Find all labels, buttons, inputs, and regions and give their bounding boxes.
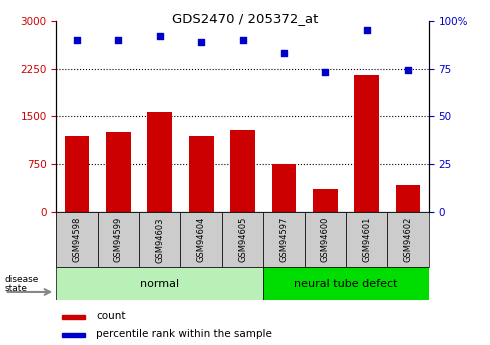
Point (363, 28, 370, 33)
Point (197, 39, 205, 45)
Bar (354, 75, 379, 212)
Text: GSM94605: GSM94605 (238, 217, 247, 263)
Text: disease: disease (4, 275, 39, 284)
Bar (222, 212, 263, 267)
Point (321, 70, 329, 75)
Text: count: count (96, 311, 126, 321)
Text: GSM94599: GSM94599 (114, 217, 123, 263)
Text: GSM94603: GSM94603 (155, 217, 164, 263)
Bar (313, 189, 338, 212)
Bar (271, 164, 296, 212)
Bar (98, 212, 139, 267)
Bar (395, 185, 420, 212)
Text: GSM94597: GSM94597 (279, 217, 289, 263)
Point (115, 37, 122, 43)
Bar (139, 212, 180, 267)
Bar (305, 212, 346, 267)
Bar (65, 136, 90, 212)
Bar (346, 212, 388, 267)
Bar (106, 132, 131, 212)
Point (280, 50, 288, 56)
Text: GSM94601: GSM94601 (362, 217, 371, 263)
Bar (230, 130, 255, 212)
Point (404, 68, 412, 73)
Text: GDS2470 / 205372_at: GDS2470 / 205372_at (172, 12, 318, 25)
Bar (56, 212, 98, 267)
Text: percentile rank within the sample: percentile rank within the sample (96, 329, 272, 339)
Point (156, 33, 164, 39)
Bar (147, 112, 172, 212)
Text: normal: normal (140, 279, 179, 289)
Point (73, 37, 81, 43)
Bar (56, 267, 263, 300)
Point (239, 37, 246, 43)
Bar (263, 267, 429, 300)
Text: GSM94598: GSM94598 (73, 217, 81, 263)
Bar (180, 212, 222, 267)
Bar (62, 315, 85, 319)
Bar (62, 333, 85, 337)
Bar (189, 136, 214, 212)
Text: GSM94604: GSM94604 (196, 217, 206, 263)
Text: GSM94602: GSM94602 (404, 217, 413, 263)
Bar (388, 212, 429, 267)
Text: state: state (4, 284, 27, 293)
Text: GSM94600: GSM94600 (321, 217, 330, 263)
Text: neural tube defect: neural tube defect (294, 279, 398, 289)
Bar (263, 212, 305, 267)
